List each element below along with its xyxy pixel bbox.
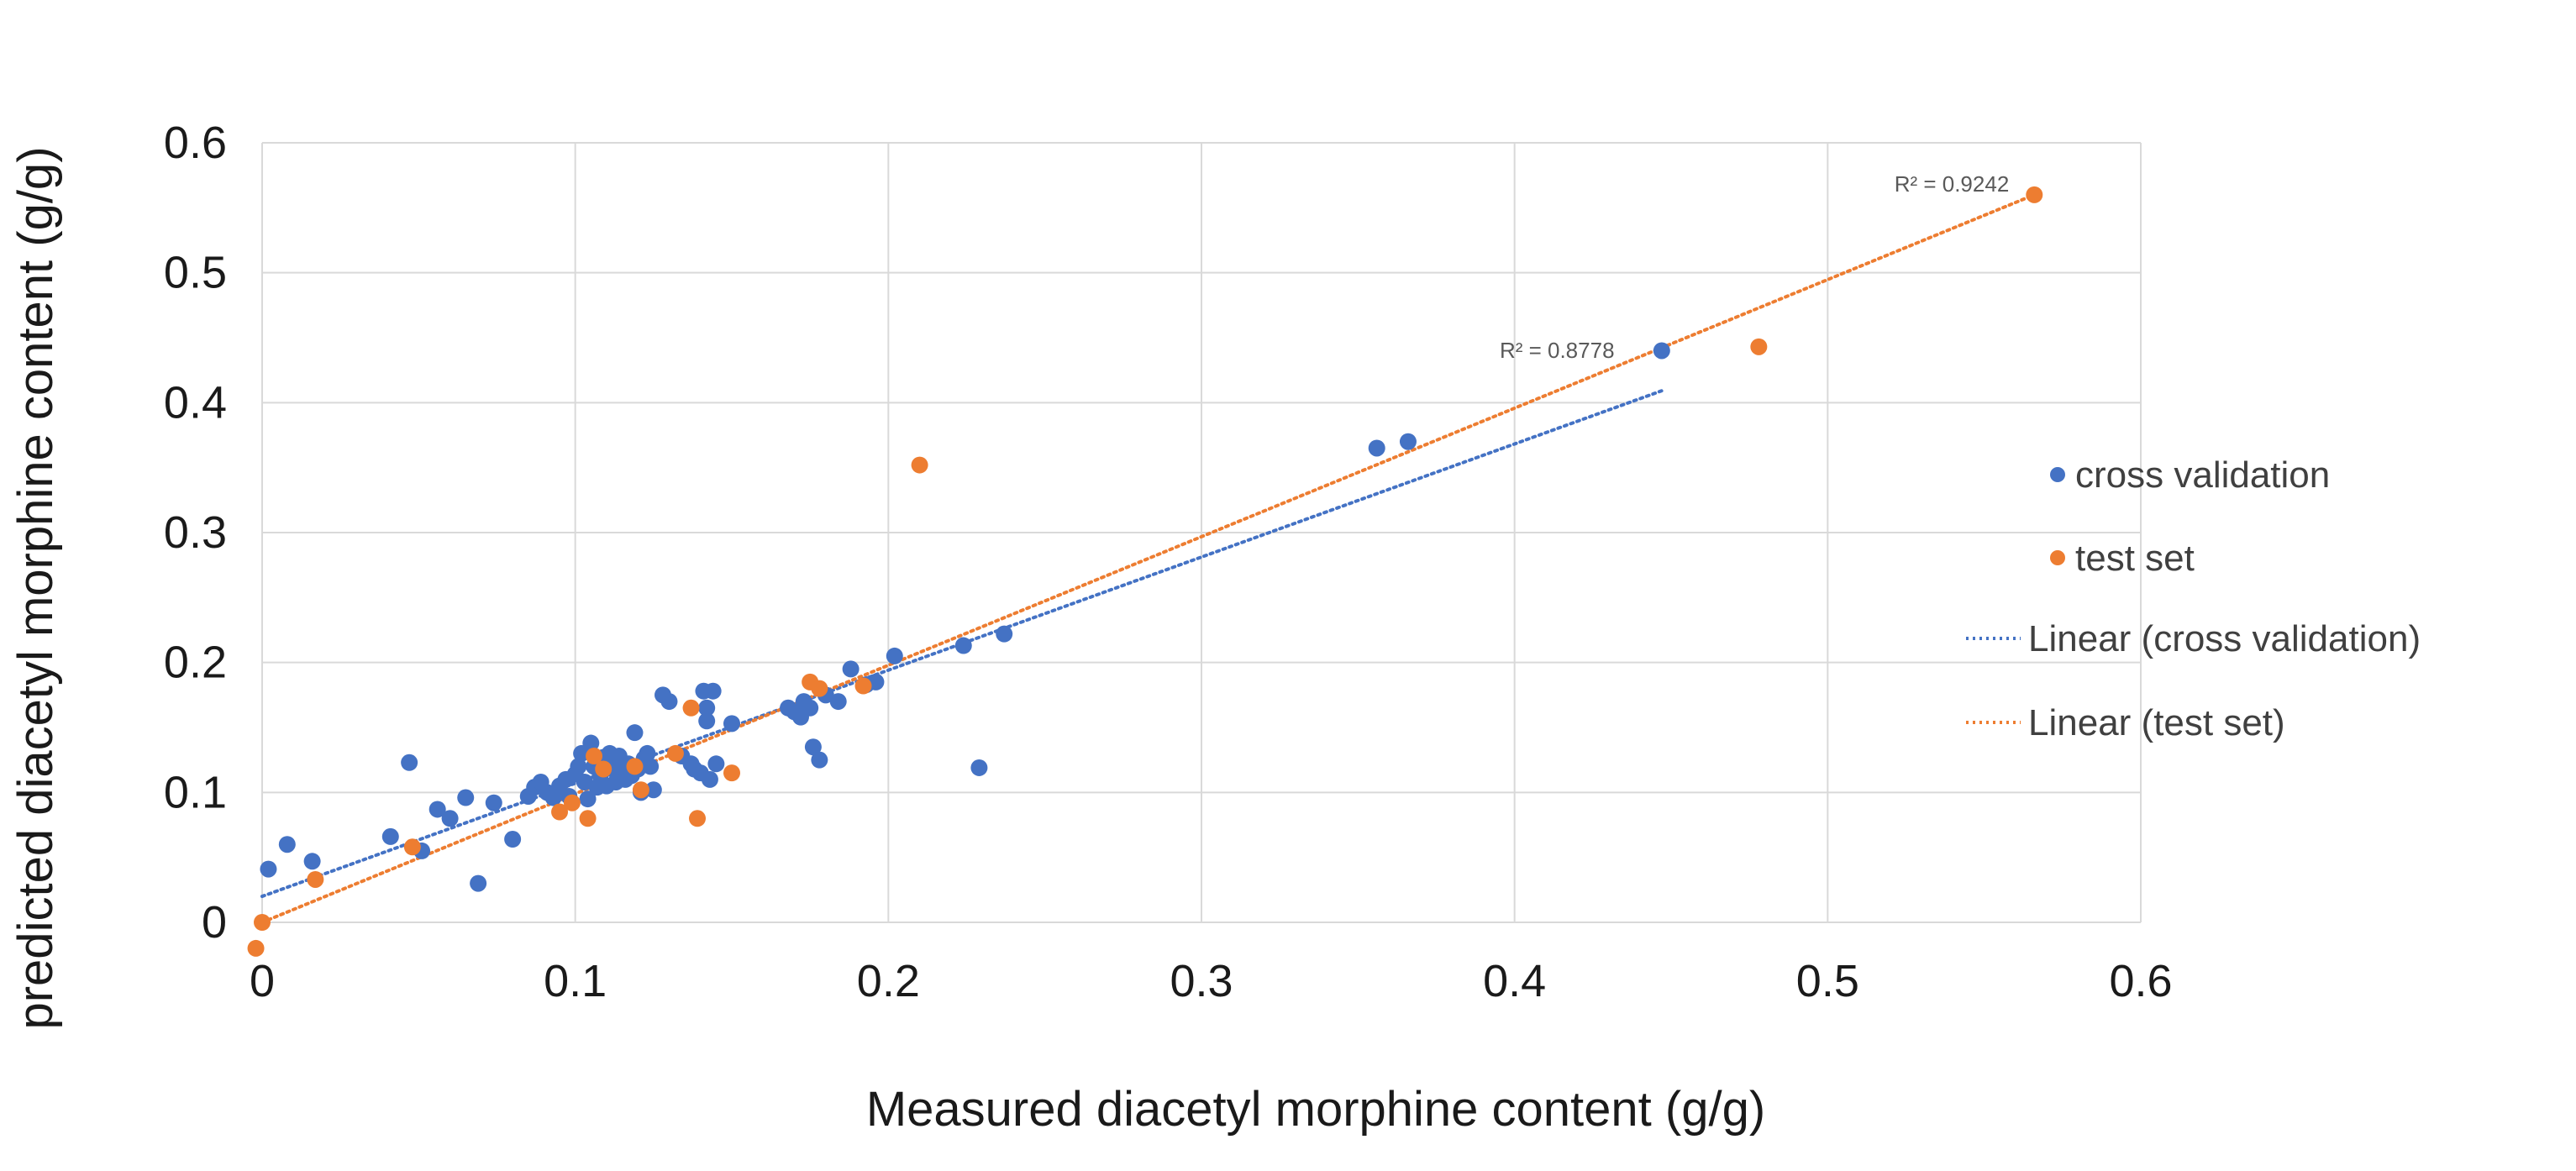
legend-label-test-set: test set: [2075, 538, 2195, 579]
data-point: [579, 790, 597, 808]
data-point: [551, 803, 569, 821]
data-point: [886, 647, 903, 664]
r-squared-label: R² = 0.8778: [1500, 338, 1615, 363]
data-point: [704, 682, 722, 700]
data-point: [470, 874, 487, 892]
data-points: [247, 186, 2043, 957]
data-point: [811, 680, 828, 697]
data-point: [1368, 439, 1385, 457]
legend: cross validation test set Linear (cross …: [1966, 454, 2421, 743]
x-tick-label: 0.5: [1796, 956, 1859, 1006]
data-point: [278, 836, 296, 853]
x-tick-label: 0: [250, 956, 275, 1006]
data-point: [563, 794, 581, 811]
y-tick-label: 0.4: [164, 377, 227, 428]
data-point: [485, 794, 502, 811]
data-point: [660, 693, 678, 711]
data-point: [632, 781, 649, 799]
data-point: [701, 770, 718, 788]
data-point: [1399, 433, 1417, 450]
x-tick-label: 0.1: [544, 956, 607, 1006]
axis-ticks: 0 0.1 0.2 0.3 0.4 0.5 0.6 0 0.1 0.2 0.3 0.4 0.5 0.6: [164, 118, 2173, 1006]
data-point: [854, 677, 872, 695]
data-point: [579, 810, 597, 827]
x-tick-label: 0.4: [1483, 956, 1546, 1006]
data-point: [639, 744, 656, 762]
data-point: [401, 754, 418, 771]
data-point: [802, 699, 819, 717]
data-point: [247, 939, 265, 957]
data-point: [260, 860, 277, 878]
r-squared-labels: R² = 0.8778 R² = 0.9242: [1500, 171, 2009, 363]
data-point: [595, 760, 612, 778]
data-point: [254, 914, 271, 931]
x-tick-label: 0.3: [1170, 956, 1233, 1006]
data-point: [707, 755, 725, 773]
trendlines: [260, 192, 2037, 924]
data-point: [689, 810, 707, 827]
data-point: [626, 724, 644, 742]
y-tick-label: 0.2: [164, 638, 227, 688]
data-point: [954, 637, 972, 654]
data-point: [428, 801, 446, 818]
data-point: [911, 456, 928, 474]
data-point: [644, 781, 662, 799]
x-axis-title: Measured diacetyl morphine content (g/g): [866, 1082, 1765, 1137]
y-tick-label: 0: [202, 897, 227, 948]
data-point: [457, 789, 475, 806]
data-point: [582, 734, 600, 752]
x-tick-label: 0.2: [857, 956, 920, 1006]
data-point: [698, 699, 716, 717]
data-point: [842, 660, 860, 678]
trendline: [260, 192, 2037, 924]
legend-label-linear-test-set: Linear (test set): [2028, 702, 2285, 743]
data-point: [403, 838, 421, 856]
data-point: [698, 712, 716, 730]
legend-label-linear-cross-validation: Linear (cross validation): [2028, 618, 2421, 659]
data-point: [804, 738, 822, 756]
data-point: [970, 759, 988, 776]
x-tick-label: 0.6: [2109, 956, 2172, 1006]
legend-marker-cross-validation: [2050, 467, 2065, 482]
r-squared-label: R² = 0.9242: [1895, 171, 2010, 197]
data-point: [723, 764, 740, 782]
data-point: [504, 831, 522, 848]
legend-label-cross-validation: cross validation: [2075, 454, 2330, 496]
data-point: [626, 758, 644, 775]
data-point: [381, 827, 399, 845]
data-point: [829, 693, 847, 711]
data-point: [441, 810, 459, 827]
grid: [261, 142, 2142, 923]
data-point: [307, 870, 324, 888]
data-point: [996, 625, 1013, 643]
y-tick-label: 0.5: [164, 248, 227, 298]
data-point: [2026, 186, 2043, 203]
y-tick-label: 0.1: [164, 767, 227, 817]
data-point: [586, 748, 603, 765]
data-point: [570, 758, 587, 775]
data-point: [303, 853, 321, 870]
data-point: [723, 715, 740, 733]
data-point: [1750, 338, 1768, 355]
y-axis-title: predicted diacetyl morphine content (g/g…: [8, 146, 63, 1029]
data-point: [1653, 342, 1670, 360]
legend-marker-test-set: [2050, 550, 2065, 565]
y-tick-label: 0.3: [164, 507, 227, 558]
data-point: [666, 744, 684, 762]
data-point: [642, 758, 660, 775]
data-point: [811, 751, 828, 769]
data-point: [682, 699, 700, 717]
y-tick-label: 0.6: [164, 118, 227, 168]
